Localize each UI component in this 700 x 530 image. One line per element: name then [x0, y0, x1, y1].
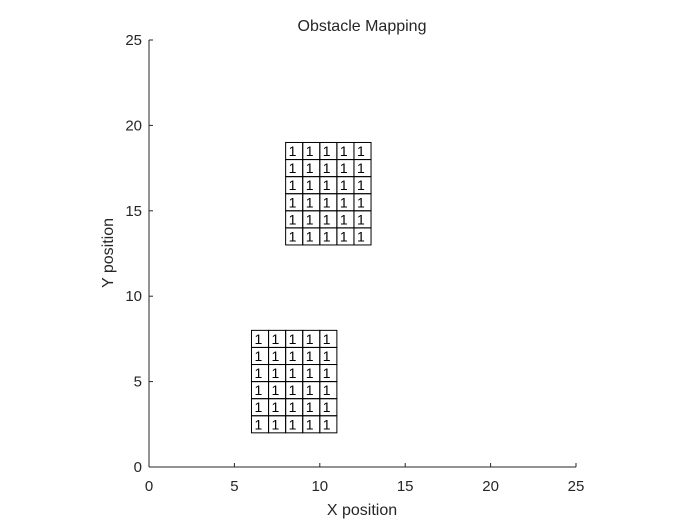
- x-tick-label: 20: [482, 478, 499, 495]
- obstacle-cell-value: 1: [289, 228, 297, 244]
- cells-layer: 1 1 1 1 11 1 1 1 11 1 1 1 11 1 1 1 11 1 1 1 11 1 1 1 11 1 1 1 11 1 1 1 1…: [250, 141, 372, 434]
- obstacle-cell-value: 1: [289, 211, 297, 227]
- obstacle-cell-value: 1: [323, 228, 331, 244]
- obstacle-cell-value: 1: [306, 416, 314, 432]
- obstacle-cell-value: 1: [272, 348, 280, 364]
- obstacle-cell-value: 1: [289, 416, 297, 432]
- x-tick-label: 15: [397, 478, 414, 495]
- obstacle-cell-value: 1: [340, 194, 348, 210]
- obstacle-cell-value: 1: [272, 331, 280, 347]
- x-tick-label: 0: [145, 478, 153, 495]
- obstacle-lower: 1 1 1 1 11 1 1 1 11 1 1 1 11 1 1 1 11 1 1 1 11 1 1 1 1: [250, 329, 338, 434]
- x-axis-label: X position: [327, 502, 397, 519]
- chart-title: Obstacle Mapping: [298, 18, 427, 35]
- obstacle-cell: [353, 141, 372, 161]
- obstacle-cell-value: 1: [306, 177, 314, 193]
- y-axis-label: Y position: [100, 218, 117, 288]
- obstacle-cell-value: 1: [340, 211, 348, 227]
- obstacle-cell-value: 1: [306, 382, 314, 398]
- y-tick-label: 15: [125, 203, 142, 220]
- obstacle-cell-value: 1: [289, 365, 297, 381]
- obstacle-cell-value: 1: [289, 382, 297, 398]
- obstacle-cell-value: 1: [289, 177, 297, 193]
- obstacle-cell-value: 1: [323, 399, 331, 415]
- obstacle-cell-value: 1: [323, 331, 331, 347]
- obstacle-cell-value: 1: [357, 177, 365, 193]
- obstacle-cell-value: 1: [340, 143, 348, 159]
- obstacle-cell-value: 1: [323, 382, 331, 398]
- y-tick-label: 10: [125, 288, 142, 305]
- obstacle-cell-value: 1: [323, 143, 331, 159]
- obstacle-cell-value: 1: [323, 416, 331, 432]
- obstacle-upper: 1 1 1 1 11 1 1 1 11 1 1 1 11 1 1 1 11 1 1 1 11 1 1 1 1: [285, 141, 372, 246]
- obstacle-cell-value: 1: [340, 160, 348, 176]
- obstacle-cell: [319, 329, 338, 348]
- obstacle-cell-value: 1: [254, 348, 262, 364]
- obstacle-cell-value: 1: [306, 348, 314, 364]
- obstacle-cell-value: 1: [272, 416, 280, 432]
- x-tick-label: 10: [311, 478, 328, 495]
- obstacle-cell-value: 1: [289, 399, 297, 415]
- obstacle-cell-value: 1: [306, 143, 314, 159]
- obstacle-cell-value: 1: [323, 194, 331, 210]
- obstacle-cell-value: 1: [323, 348, 331, 364]
- obstacle-cell-value: 1: [357, 194, 365, 210]
- obstacle-cell-value: 1: [306, 211, 314, 227]
- obstacle-cell-value: 1: [254, 365, 262, 381]
- obstacle-cell-value: 1: [340, 177, 348, 193]
- obstacle-cell-value: 1: [289, 143, 297, 159]
- obstacle-cell-value: 1: [306, 399, 314, 415]
- obstacle-cell-value: 1: [357, 143, 365, 159]
- obstacle-cell-value: 1: [254, 331, 262, 347]
- obstacle-cell-value: 1: [306, 228, 314, 244]
- obstacle-cell-value: 1: [272, 399, 280, 415]
- axes-layer: 0 5 10 15 20 25 0 5 10 15 20 25: [125, 32, 584, 495]
- obstacle-cell-value: 1: [306, 194, 314, 210]
- y-tick-label: 5: [134, 374, 142, 391]
- obstacle-cell-value: 1: [289, 348, 297, 364]
- obstacle-cell-value: 1: [357, 228, 365, 244]
- obstacle-cell-value: 1: [272, 365, 280, 381]
- obstacle-cell-value: 1: [254, 399, 262, 415]
- obstacle-cell-value: 1: [272, 382, 280, 398]
- obstacle-cell-value: 1: [323, 365, 331, 381]
- obstacle-cell-value: 1: [289, 160, 297, 176]
- y-tick-label: 20: [125, 117, 142, 134]
- obstacle-cell-value: 1: [323, 211, 331, 227]
- obstacle-cell-value: 1: [323, 177, 331, 193]
- obstacle-cell-value: 1: [323, 160, 331, 176]
- x-tick-label: 5: [230, 478, 238, 495]
- obstacle-cell-value: 1: [357, 160, 365, 176]
- obstacle-cell-value: 1: [340, 228, 348, 244]
- obstacle-cell-value: 1: [289, 194, 297, 210]
- obstacle-cell-value: 1: [254, 416, 262, 432]
- obstacle-cell-value: 1: [289, 331, 297, 347]
- obstacle-cell-value: 1: [254, 382, 262, 398]
- x-tick-label: 25: [568, 478, 585, 495]
- obstacle-cell-value: 1: [357, 211, 365, 227]
- y-tick-label: 25: [125, 32, 142, 49]
- obstacle-cell-value: 1: [306, 331, 314, 347]
- y-tick-label: 0: [134, 459, 142, 476]
- obstacle-cell-value: 1: [306, 160, 314, 176]
- obstacle-cell-value: 1: [306, 365, 314, 381]
